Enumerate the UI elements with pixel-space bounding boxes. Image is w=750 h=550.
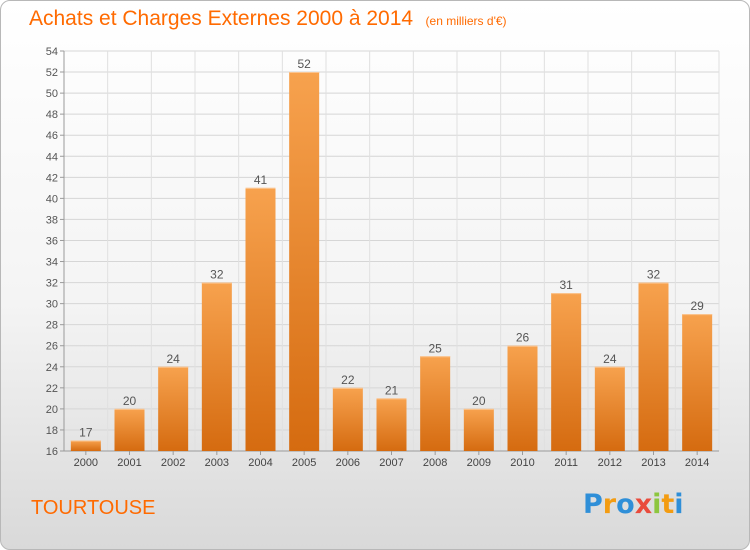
bar-2001 xyxy=(114,408,145,451)
y-tick-label: 22 xyxy=(46,383,58,395)
proxiti-logo: Proxiti xyxy=(583,489,684,520)
x-tick-label-2009: 2009 xyxy=(467,457,491,469)
bar-2010 xyxy=(507,345,538,451)
bar-2011 xyxy=(551,293,582,451)
logo-letter: P xyxy=(583,489,603,520)
x-tick-label-2004: 2004 xyxy=(248,457,272,469)
data-label-2012: 24 xyxy=(603,352,617,366)
data-label-2001: 20 xyxy=(123,394,137,408)
x-tick-label-2013: 2013 xyxy=(641,457,665,469)
data-label-2006: 22 xyxy=(341,373,355,387)
bar-2006 xyxy=(332,387,363,451)
data-label-2011: 31 xyxy=(559,278,573,292)
data-label-2013: 32 xyxy=(647,268,661,282)
y-tick-label: 38 xyxy=(46,214,58,226)
data-label-2009: 20 xyxy=(472,394,486,408)
data-label-2010: 26 xyxy=(516,331,530,345)
logo-letter: i xyxy=(674,489,684,520)
bar-2004 xyxy=(245,187,276,451)
x-tick-label-2003: 2003 xyxy=(205,457,229,469)
y-tick-label: 34 xyxy=(46,257,58,269)
data-label-2007: 21 xyxy=(385,383,399,397)
logo-letter: r xyxy=(602,489,617,520)
y-tick-label: 48 xyxy=(46,109,58,121)
x-tick-label-2002: 2002 xyxy=(161,457,185,469)
data-label-2004: 41 xyxy=(254,173,268,187)
y-tick-label: 50 xyxy=(46,88,58,100)
y-tick-label: 40 xyxy=(46,193,58,205)
bar-2008 xyxy=(420,356,451,451)
bar-2012 xyxy=(594,366,625,451)
y-tick-label: 54 xyxy=(46,46,58,58)
chart-title-block: Achats et Charges Externes 2000 à 2014 (… xyxy=(29,7,507,31)
y-tick-label: 24 xyxy=(46,362,58,374)
x-tick-label-2010: 2010 xyxy=(510,457,534,469)
bar-2007 xyxy=(376,398,407,451)
x-tick-label-2001: 2001 xyxy=(117,457,141,469)
data-label-2005: 52 xyxy=(297,57,311,71)
y-tick-label: 28 xyxy=(46,320,58,332)
logo-letter: x xyxy=(634,489,653,520)
bar-2005 xyxy=(289,72,320,451)
y-tick-label: 44 xyxy=(46,151,58,163)
y-tick-label: 18 xyxy=(46,425,58,437)
y-tick-label: 42 xyxy=(46,172,58,184)
location-name: TOURTOUSE xyxy=(31,497,156,519)
bar-2003 xyxy=(201,282,232,451)
bar-2014 xyxy=(682,314,713,451)
y-tick-label: 20 xyxy=(46,404,58,416)
x-tick-label-2005: 2005 xyxy=(292,457,316,469)
x-tick-label-2014: 2014 xyxy=(685,457,709,469)
bars xyxy=(70,72,713,451)
x-tick-label-2011: 2011 xyxy=(554,457,578,469)
y-tick-label: 36 xyxy=(46,235,58,247)
bar-2000 xyxy=(70,440,101,451)
y-tick-label: 32 xyxy=(46,278,58,290)
data-label-2008: 25 xyxy=(428,341,442,355)
x-tick-labels: 2000 2001 2002 2003 2004 2005 2006 2007 2008 2009… xyxy=(74,457,710,469)
x-tick-label-2012: 2012 xyxy=(598,457,622,469)
data-labels: 17 20 24 32 41 52 22 21 25 20 26 31 24 32 29 xyxy=(79,57,704,439)
bar-2013 xyxy=(638,282,669,451)
chart-subtitle: (en milliers d'€) xyxy=(425,14,507,28)
y-tick-labels: 16 18 20 22 24 26 28 30 32 34 36 38 40 42 44 46 48 50 52 54 xyxy=(46,46,58,458)
data-label-2002: 24 xyxy=(166,352,180,366)
y-tick-label: 46 xyxy=(46,130,58,142)
x-tick-label-2006: 2006 xyxy=(336,457,360,469)
bar-2002 xyxy=(158,366,189,451)
x-tick-label-2000: 2000 xyxy=(74,457,98,469)
y-tick-label: 26 xyxy=(46,341,58,353)
logo-letter: t xyxy=(661,489,675,520)
bar-2009 xyxy=(463,408,494,451)
y-tick-label: 16 xyxy=(46,446,58,458)
logo-letter: o xyxy=(616,489,635,520)
logo-letter: i xyxy=(652,489,662,520)
data-label-2003: 32 xyxy=(210,268,224,282)
y-tick-label: 52 xyxy=(46,67,58,79)
x-tick-label-2008: 2008 xyxy=(423,457,447,469)
data-label-2014: 29 xyxy=(690,299,704,313)
chart-title: Achats et Charges Externes 2000 à 2014 xyxy=(29,7,414,30)
data-label-2000: 17 xyxy=(79,425,93,439)
x-tick-label-2007: 2007 xyxy=(379,457,403,469)
y-tick-label: 30 xyxy=(46,299,58,311)
